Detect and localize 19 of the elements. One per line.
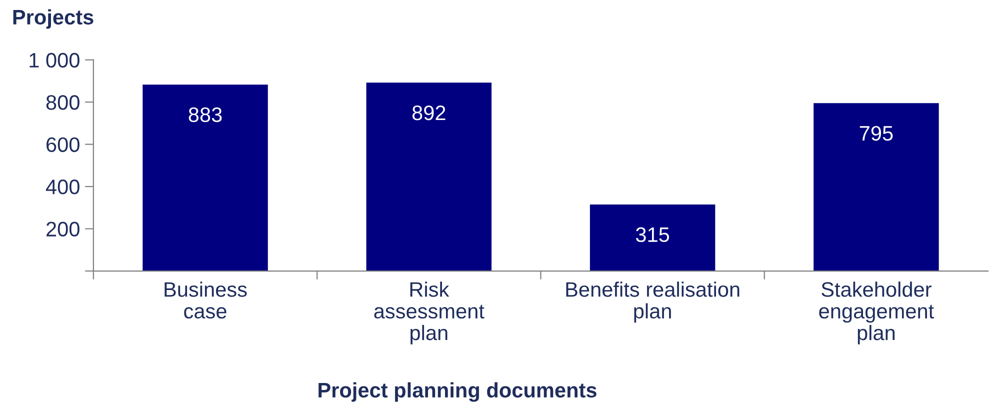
y-tick-label: 800: [46, 95, 80, 110]
data-label: 315: [636, 227, 670, 242]
x-axis-title: Project planning documents: [318, 382, 596, 402]
y-tick-label: 600: [46, 137, 80, 152]
bar: [142, 84, 268, 272]
y-axis-title: Projects: [13, 9, 94, 29]
y-tick-label: 200: [46, 222, 80, 237]
x-tick-label: Benefits realisation plan: [566, 282, 740, 323]
x-tick-label: Business case: [164, 282, 247, 319]
x-tick-label: Risk assessment plan: [374, 282, 484, 344]
data-label: 892: [412, 105, 446, 120]
data-label: 795: [860, 126, 893, 141]
data-label: 883: [188, 107, 222, 122]
x-tick-label: Stakeholder engagement plan: [819, 282, 934, 344]
y-tick-label: 400: [46, 180, 80, 194]
y-tick-label: 1 000: [30, 52, 80, 68]
bar: [814, 103, 939, 272]
bar: [366, 82, 492, 272]
bar: [590, 204, 716, 272]
